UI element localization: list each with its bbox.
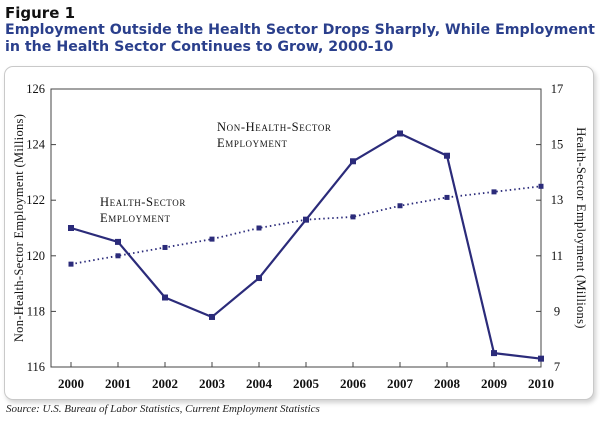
x-tick-label: 2006	[340, 376, 367, 391]
line-chart: 116 118 120 122 124 126 7 9 11 13 15 17 2000 2001 2002…	[12, 82, 588, 391]
left-axis-title: Non-Health-Sector Employment (Millions)	[12, 114, 26, 342]
left-tick-label: 120	[26, 249, 45, 263]
non-health-series-line	[70, 132, 542, 360]
right-tick-label: 11	[551, 249, 563, 263]
x-tick-label: 2001	[105, 376, 131, 391]
chart-labels: Non-Health-Sector Employment (Millions) H…	[12, 114, 588, 342]
chart-axes	[50, 88, 542, 368]
health-point	[256, 225, 262, 231]
non-health-point	[397, 130, 403, 137]
right-tick-label: 7	[554, 360, 560, 374]
x-tick-label: 2010	[528, 376, 554, 391]
x-tick-label: 2000	[58, 376, 84, 391]
health-point	[538, 183, 544, 189]
health-series-label: Employment	[100, 211, 171, 225]
health-point	[350, 214, 356, 220]
health-point	[444, 194, 450, 200]
health-point	[397, 203, 403, 209]
x-tick-label: 2004	[246, 376, 273, 391]
non-health-point	[350, 158, 356, 165]
health-point	[303, 217, 309, 223]
right-tick-label: 9	[554, 304, 560, 318]
x-tick-label: 2005	[293, 376, 320, 391]
x-tick-label: 2002	[152, 376, 178, 391]
left-tick-label: 124	[26, 138, 46, 152]
health-point	[115, 253, 121, 259]
non-health-point	[491, 350, 497, 357]
left-tick-label: 122	[26, 193, 45, 207]
non-health-series-label: Employment	[217, 136, 288, 150]
right-tick-label: 15	[551, 138, 564, 152]
chart-series	[68, 130, 544, 362]
chart-ticks: 116 118 120 122 124 126 7 9 11 13 15 17 2000 2001 2002…	[26, 82, 563, 391]
non-health-point	[444, 152, 450, 159]
non-health-point	[68, 225, 74, 231]
non-health-point	[162, 294, 168, 301]
right-tick-label: 17	[551, 82, 564, 96]
left-tick-label: 126	[26, 82, 45, 96]
x-tick-label: 2008	[434, 376, 461, 391]
health-point	[491, 189, 497, 195]
left-tick-label: 116	[27, 360, 45, 374]
chart-frame: 116 118 120 122 124 126 7 9 11 13 15 17 2000 2001 2002…	[4, 66, 594, 400]
figure-label: Figure 1	[5, 4, 76, 22]
right-axis-title: Health-Sector Employment (Millions)	[574, 127, 588, 328]
non-health-point	[115, 238, 121, 245]
plot-box	[50, 88, 542, 368]
non-health-point	[538, 355, 544, 362]
left-tick-label: 118	[27, 304, 45, 318]
health-point	[162, 244, 168, 250]
x-tick-label: 2007	[387, 376, 414, 391]
health-series-label: Health-Sector	[100, 195, 186, 209]
non-health-series-label: Non-Health-Sector	[217, 120, 332, 134]
health-point	[68, 261, 74, 267]
x-tick-label: 2009	[481, 376, 508, 391]
non-health-point	[209, 313, 215, 320]
health-point	[209, 236, 215, 242]
non-health-point	[256, 275, 262, 282]
figure-title: Employment Outside the Health Sector Dro…	[5, 22, 595, 55]
x-tick-label: 2003	[199, 376, 226, 391]
source-note: Source: U.S. Bureau of Labor Statistics,…	[6, 403, 320, 415]
right-tick-label: 13	[551, 193, 564, 207]
